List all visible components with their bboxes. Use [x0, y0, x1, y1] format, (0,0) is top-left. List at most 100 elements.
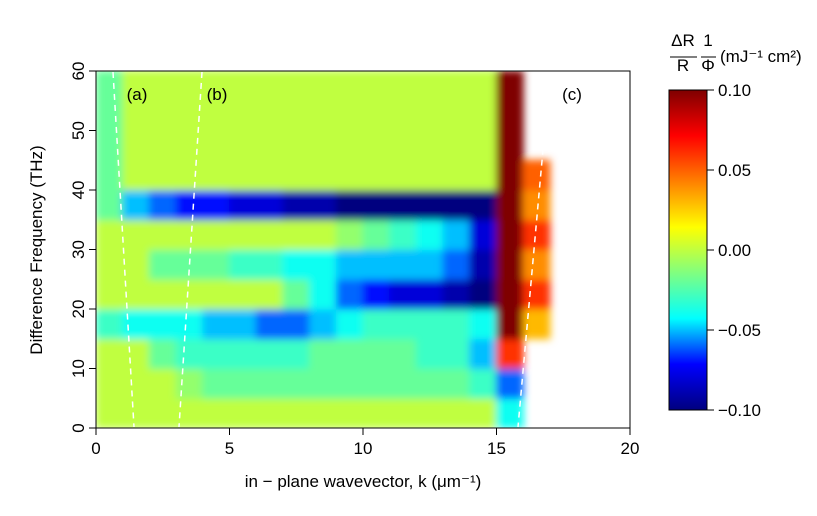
heatmap-cell	[202, 130, 230, 161]
heatmap-cell	[282, 397, 311, 428]
heatmap-cell	[122, 71, 150, 102]
x-axis-title: in − plane wavevector, k (μm⁻¹)	[245, 472, 482, 491]
heatmap-cell	[148, 71, 177, 102]
heatmap-cell	[255, 338, 284, 369]
y-tick-label: 20	[69, 300, 88, 319]
heatmap-cell	[415, 338, 444, 369]
heatmap-cell	[202, 159, 230, 191]
heatmap-cell	[389, 130, 417, 161]
heatmap-cell	[335, 159, 364, 191]
colorbar-label: Φ	[701, 56, 715, 75]
x-tick-label: 15	[487, 439, 506, 458]
heatmap-cell	[522, 219, 551, 250]
heatmap-cell	[335, 278, 364, 310]
annotation: (b)	[207, 85, 228, 104]
x-tick-label: 5	[225, 439, 234, 458]
heatmap-cell	[175, 189, 204, 221]
heatmap-cell	[148, 100, 177, 131]
heatmap-cell	[522, 308, 551, 340]
heatmap-cell	[282, 338, 311, 369]
heatmap-cell	[362, 397, 391, 428]
heatmap-cell	[389, 189, 417, 221]
heatmap-cell	[335, 249, 364, 280]
heatmap-cell	[362, 278, 391, 310]
heatmap-cell	[335, 219, 364, 250]
heatmap-cell	[96, 189, 124, 221]
heatmap-cell	[282, 189, 311, 221]
heatmap-cell	[335, 100, 364, 131]
heatmap-cell	[309, 219, 337, 250]
heatmap-cell	[362, 189, 391, 221]
heatmap-cell	[442, 219, 471, 250]
heatmap-cell	[442, 278, 471, 310]
heatmap-cell	[96, 278, 124, 310]
heatmap-cell	[122, 397, 150, 428]
heatmap-cell	[122, 368, 150, 399]
heatmap-cell	[389, 100, 417, 131]
heatmap-cell	[255, 278, 284, 310]
heatmap-cell	[496, 219, 524, 250]
heatmap-cell	[148, 368, 177, 399]
heatmap-cell	[96, 308, 124, 340]
heatmap-cell	[496, 100, 524, 131]
heatmap-cell	[229, 249, 257, 280]
heatmap-cell	[469, 278, 497, 310]
heatmap-cell	[96, 397, 124, 428]
heatmap-cell	[469, 71, 497, 102]
heatmap-cell	[175, 368, 204, 399]
heatmap-cell	[202, 249, 230, 280]
heatmap-cell	[389, 159, 417, 191]
heatmap-cell	[309, 397, 337, 428]
heatmap-cell	[282, 71, 311, 102]
heatmap-cell	[335, 368, 364, 399]
y-tick-label: 30	[69, 240, 88, 259]
heatmap-cell	[496, 308, 524, 340]
heatmap-cell	[415, 397, 444, 428]
heatmap-cell	[309, 278, 337, 310]
heatmap-cell	[255, 100, 284, 131]
heatmap-cell	[122, 159, 150, 191]
y-tick-label: 10	[69, 359, 88, 378]
heatmap-cell	[389, 308, 417, 340]
heatmap-cell	[255, 397, 284, 428]
heatmap-cell	[309, 100, 337, 131]
heatmap-cell	[469, 159, 497, 191]
heatmap-cell	[415, 368, 444, 399]
heatmap-cell	[335, 338, 364, 369]
heatmap-cell	[148, 130, 177, 161]
heatmap-cell	[229, 278, 257, 310]
heatmap-cell	[202, 397, 230, 428]
heatmap-cell	[175, 338, 204, 369]
dispersion-lines	[112, 71, 551, 428]
heatmap-cell	[362, 219, 391, 250]
heatmap-cell	[309, 159, 337, 191]
heatmap-cell	[229, 368, 257, 399]
heatmap-cell	[175, 71, 204, 102]
heatmap-cell	[282, 100, 311, 131]
heatmap-cell	[175, 100, 204, 131]
heatmap-cell	[415, 308, 444, 340]
heatmap-cell	[122, 130, 150, 161]
heatmap-cell	[202, 219, 230, 250]
heatmap-cell	[96, 130, 124, 161]
heatmap-cell	[522, 159, 551, 191]
heatmap-cell	[415, 278, 444, 310]
heatmap-cell	[282, 219, 311, 250]
heatmap-cell	[148, 397, 177, 428]
colorbar-tick-label: 0.05	[718, 161, 751, 180]
heatmap-cell	[229, 189, 257, 221]
heatmap-cell	[469, 219, 497, 250]
y-tick-label: 50	[69, 121, 88, 140]
heatmap-cell	[496, 189, 524, 221]
heatmap-cell	[442, 249, 471, 280]
heatmap-cell	[229, 308, 257, 340]
heatmap-cell	[496, 278, 524, 310]
heatmap-cell	[415, 71, 444, 102]
heatmap-cell	[175, 278, 204, 310]
heatmap-cell	[122, 100, 150, 131]
heatmap-cell	[202, 368, 230, 399]
heatmap-cell	[309, 308, 337, 340]
heatmap-cell	[522, 278, 551, 310]
heatmap-cell	[282, 308, 311, 340]
heatmap-cell	[309, 249, 337, 280]
